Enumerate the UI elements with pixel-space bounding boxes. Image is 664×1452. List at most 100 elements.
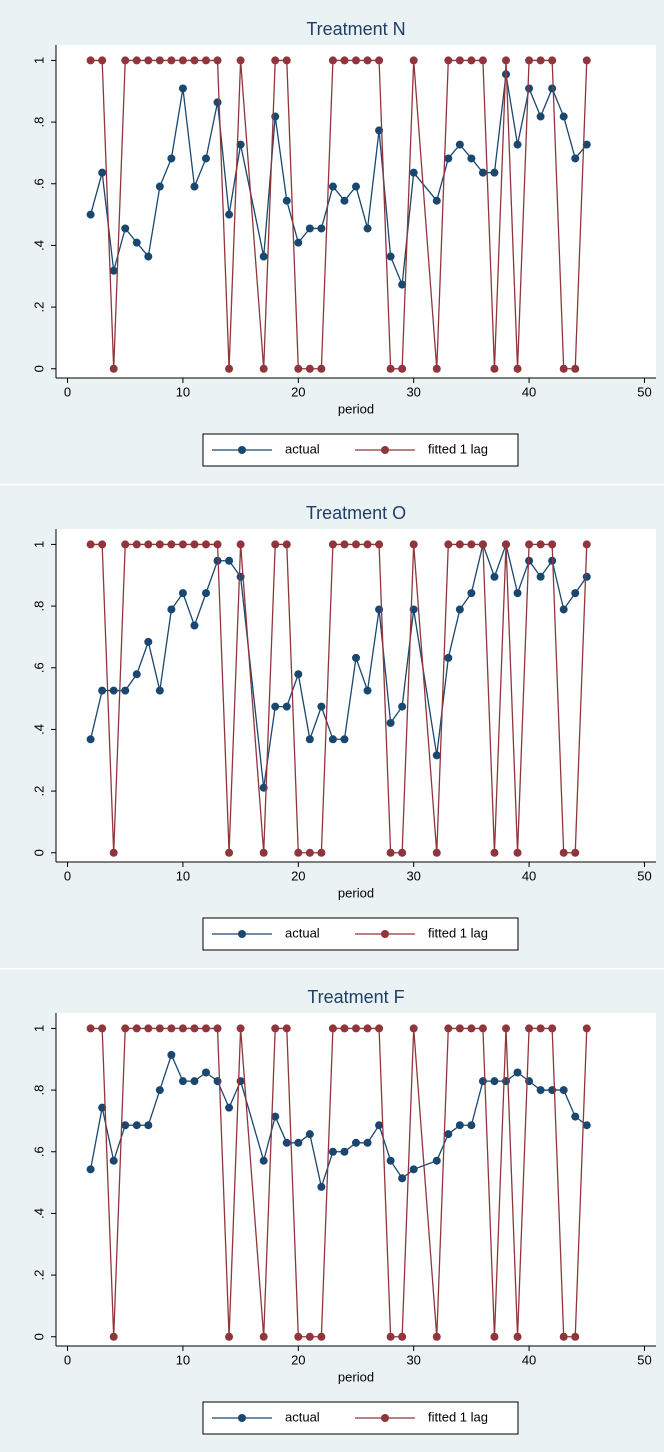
data-point [571, 154, 580, 163]
data-point [386, 252, 395, 261]
series-line [89, 74, 588, 285]
data-point [98, 686, 107, 695]
data-point [178, 1024, 187, 1033]
data-point [363, 224, 372, 233]
data-point [236, 540, 245, 549]
data-point [121, 224, 130, 233]
data-point [213, 1077, 222, 1086]
data-point [178, 84, 187, 93]
data-point [548, 56, 557, 65]
data-point [386, 1332, 395, 1341]
data-point [225, 210, 234, 219]
data-point [490, 1077, 499, 1086]
data-point [236, 56, 245, 65]
data-point [490, 848, 499, 857]
data-point [213, 1024, 222, 1033]
plot-area [56, 1013, 656, 1346]
data-point [317, 1332, 326, 1341]
data-point [282, 540, 291, 549]
data-point [167, 605, 176, 614]
data-point [190, 621, 199, 630]
data-point [444, 1024, 453, 1033]
chart-panel: Treatment F 0 10 20 30 40 50 0 .2 .4 .6 .8 1 period ac… [0, 968, 664, 1452]
data-point [409, 1165, 418, 1174]
data-point [202, 1024, 210, 1033]
data-point [455, 1121, 464, 1130]
data-point [467, 1024, 476, 1033]
data-point [467, 154, 476, 163]
data-point [155, 182, 164, 191]
data-point [190, 540, 199, 549]
data-point [513, 140, 522, 149]
y-tick-label: .4 [31, 724, 46, 735]
data-point [155, 56, 164, 65]
data-point [444, 653, 453, 662]
y-tick-label: .8 [31, 117, 46, 128]
chart-title: Treatment F [307, 987, 404, 1007]
data-point [502, 540, 510, 549]
data-point [271, 56, 280, 65]
legend-label: actual [285, 1409, 320, 1424]
plot-area [56, 529, 656, 862]
data-point [375, 1024, 384, 1033]
data-point [559, 364, 568, 373]
data-point [282, 1024, 291, 1033]
data-point [432, 1332, 441, 1341]
data-point [121, 56, 130, 65]
data-point [132, 1121, 141, 1130]
data-point [294, 364, 303, 373]
data-point [294, 238, 303, 247]
data-point [398, 280, 407, 289]
x-tick-label: 20 [291, 868, 305, 883]
data-point [536, 540, 545, 549]
data-point [109, 686, 118, 695]
data-point [167, 540, 176, 549]
data-point [444, 56, 453, 65]
legend-label: actual [285, 925, 320, 940]
data-point [132, 56, 141, 65]
data-point [86, 540, 95, 549]
x-axis-label: period [338, 1369, 374, 1384]
data-point [502, 1077, 510, 1086]
data-point [190, 182, 199, 191]
data-point [582, 140, 591, 149]
data-point [178, 540, 187, 549]
data-point [444, 1130, 453, 1139]
data-point [225, 1332, 234, 1341]
data-point [386, 1156, 395, 1165]
data-point [536, 1024, 545, 1033]
data-point [225, 556, 234, 565]
y-tick-label: .6 [31, 1146, 46, 1157]
data-point [571, 1332, 580, 1341]
data-point [582, 56, 591, 65]
data-point [121, 1024, 130, 1033]
data-point [513, 589, 522, 598]
data-point [363, 56, 372, 65]
data-point [490, 1332, 499, 1341]
plot-area [56, 45, 656, 378]
data-point [363, 1138, 372, 1147]
data-point [109, 1332, 118, 1341]
data-point [409, 168, 418, 177]
data-point [582, 540, 591, 549]
data-point [305, 224, 314, 233]
data-point [132, 238, 141, 247]
data-point [305, 735, 314, 744]
data-point [190, 1024, 199, 1033]
data-point [144, 252, 153, 261]
y-tick-label: 1 [31, 541, 46, 548]
data-point [340, 56, 349, 65]
data-point [478, 1024, 487, 1033]
x-tick-label: 0 [64, 384, 71, 399]
y-tick-label: .2 [31, 302, 46, 313]
data-point [305, 1130, 314, 1139]
data-point [525, 540, 534, 549]
data-point [259, 252, 268, 261]
data-point [317, 364, 326, 373]
data-point [467, 589, 476, 598]
data-point [271, 702, 280, 711]
data-point [525, 1024, 534, 1033]
data-point [328, 735, 337, 744]
data-point [121, 1121, 130, 1130]
data-point [236, 1077, 245, 1086]
